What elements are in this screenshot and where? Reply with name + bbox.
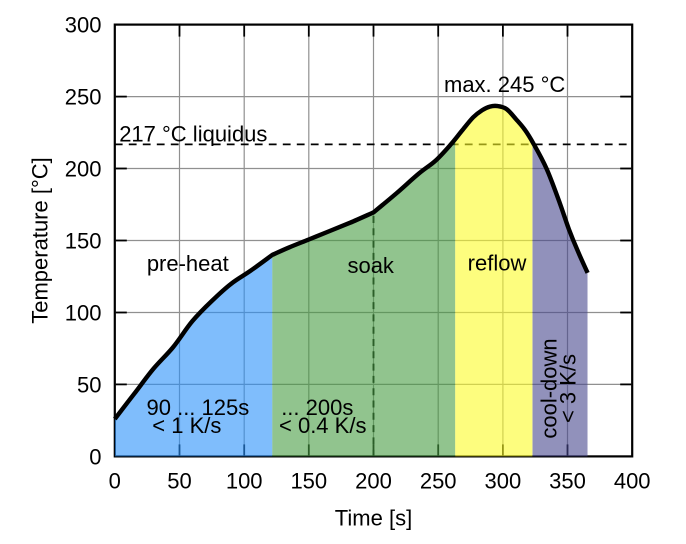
svg-text:50: 50 — [77, 372, 101, 397]
svg-text:150: 150 — [65, 229, 102, 254]
svg-text:90 ... 125s: 90 ... 125s — [147, 395, 250, 420]
svg-text:100: 100 — [65, 301, 102, 326]
svg-text:pre-heat: pre-heat — [147, 251, 229, 276]
svg-text:0: 0 — [109, 469, 121, 494]
svg-text:100: 100 — [226, 469, 263, 494]
svg-text:max. 245 °C: max. 245 °C — [444, 72, 565, 97]
svg-text:Temperature [°C]: Temperature [°C] — [28, 157, 53, 324]
svg-text:< 3 K/s: < 3 K/s — [556, 354, 581, 423]
svg-text:< 1 K/s: < 1 K/s — [152, 413, 221, 438]
svg-text:350: 350 — [549, 469, 586, 494]
svg-text:300: 300 — [485, 469, 522, 494]
svg-text:... 200s: ... 200s — [281, 395, 353, 420]
svg-text:250: 250 — [420, 469, 457, 494]
svg-text:< 0.4 K/s: < 0.4 K/s — [279, 413, 366, 438]
svg-text:soak: soak — [347, 253, 394, 278]
svg-text:200: 200 — [65, 157, 102, 182]
svg-text:Time [s]: Time [s] — [335, 506, 412, 531]
svg-text:300: 300 — [65, 13, 102, 38]
svg-text:400: 400 — [614, 469, 651, 494]
svg-text:200: 200 — [355, 469, 392, 494]
svg-text:50: 50 — [167, 469, 191, 494]
svg-text:150: 150 — [290, 469, 327, 494]
svg-text:reflow: reflow — [468, 251, 527, 276]
svg-text:0: 0 — [89, 444, 101, 469]
svg-text:217 °C liquidus: 217 °C liquidus — [119, 121, 267, 146]
svg-text:cool-down: cool-down — [537, 338, 562, 438]
svg-text:250: 250 — [65, 85, 102, 110]
